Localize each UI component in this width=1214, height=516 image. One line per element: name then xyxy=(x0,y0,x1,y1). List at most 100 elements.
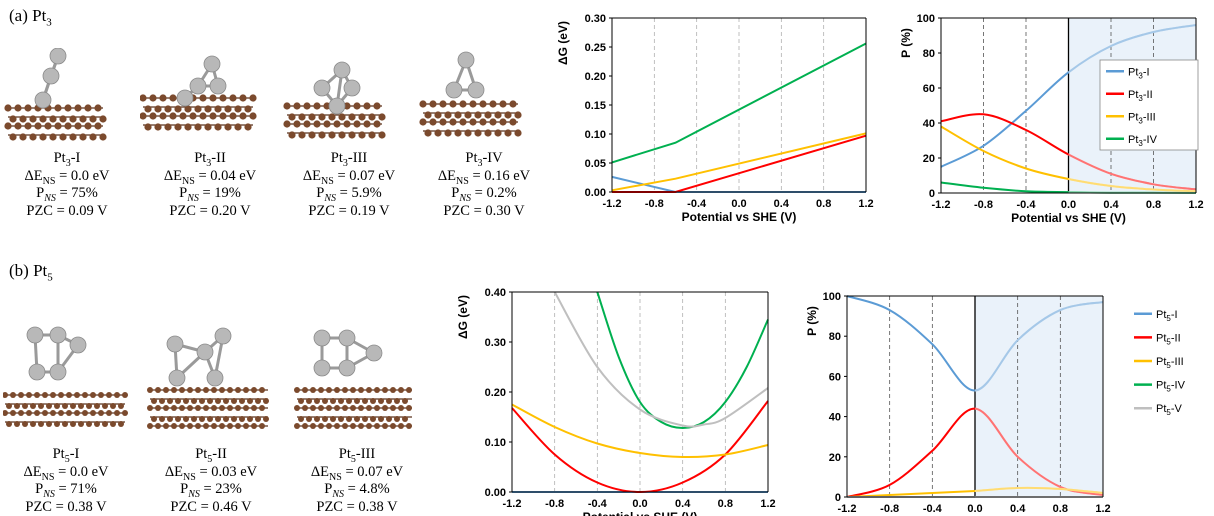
substrate-atom xyxy=(293,102,301,110)
substrate-atom xyxy=(18,392,24,398)
substrate-atom xyxy=(6,403,12,409)
substrate-atom xyxy=(14,104,22,112)
substrate-atom xyxy=(263,416,269,422)
substrate-atom xyxy=(294,405,300,411)
substrate-atom xyxy=(298,398,304,404)
substrate-atom xyxy=(140,94,147,102)
substrate-atom xyxy=(370,398,376,404)
substrate-atom xyxy=(29,115,37,123)
substrate-atom xyxy=(354,416,360,422)
x-tick-label: -0.4 xyxy=(687,198,707,210)
panel-a-label: (a) Pt3 xyxy=(9,6,52,29)
substrate-atom xyxy=(303,120,311,128)
substrate-atom xyxy=(322,416,328,422)
substrate-atom xyxy=(164,105,172,113)
substrate-atom xyxy=(169,112,177,120)
substrate-atom xyxy=(175,416,181,422)
substrate-atom xyxy=(255,398,261,404)
pt-atom xyxy=(196,343,214,361)
substrate-atom xyxy=(373,120,381,128)
x-tick-label: -1.2 xyxy=(503,498,522,510)
substrate-atom xyxy=(147,423,153,429)
substrate-atom xyxy=(314,416,320,422)
substrate-atom xyxy=(259,387,265,393)
substrate-atom xyxy=(231,398,237,404)
substrate-atom xyxy=(227,423,233,429)
y-tick-label: 0.40 xyxy=(485,287,506,299)
substrate-atom xyxy=(159,112,167,120)
legend-label: Pt3-I xyxy=(1128,66,1150,80)
structure-caption: Pt3-III ΔENS = 0.07 eV PNS = 5.9% PZC = … xyxy=(302,150,396,219)
substrate-atom xyxy=(338,131,346,139)
substrate-atom xyxy=(394,398,400,404)
substrate-atom xyxy=(374,405,380,411)
substrate-atom xyxy=(70,421,76,427)
substrate-atom xyxy=(370,416,376,422)
substrate-atom xyxy=(144,123,152,131)
substrate-atom xyxy=(306,416,312,422)
x-tick-label: 0.4 xyxy=(774,198,790,210)
x-tick-label: 0.0 xyxy=(967,503,982,515)
substrate-atom xyxy=(247,416,253,422)
substrate-atom xyxy=(211,387,217,393)
pt-atom xyxy=(365,344,383,362)
substrate-atom xyxy=(454,111,462,119)
substrate-atom xyxy=(18,410,24,416)
substrate-atom xyxy=(283,102,291,110)
series-fade xyxy=(975,407,1104,497)
substrate-atom xyxy=(429,118,437,126)
substrate-atom xyxy=(310,423,316,429)
series-line xyxy=(940,125,1197,193)
substrate-atom xyxy=(449,118,457,126)
substrate-atom xyxy=(434,111,442,119)
substrate-atom xyxy=(368,113,376,121)
pt-atom xyxy=(457,51,475,69)
x-tick-label: 0.4 xyxy=(1010,503,1026,515)
substrate-atom xyxy=(22,421,28,427)
substrate-atom xyxy=(402,416,408,422)
x-tick-label: -1.2 xyxy=(603,198,622,210)
substrate-atom xyxy=(163,423,169,429)
substrate-atom xyxy=(382,387,388,393)
substrate-atom xyxy=(509,118,517,126)
pt-atom xyxy=(206,369,224,387)
substrate-atom xyxy=(174,105,182,113)
substrate-atom xyxy=(249,112,257,120)
y-tick-label: 0.30 xyxy=(485,337,506,349)
substrate-atom xyxy=(499,118,507,126)
substrate-atom xyxy=(374,387,380,393)
series-line xyxy=(846,407,1104,498)
structure-caption: Pt5-III ΔENS = 0.07 eV PNS = 4.8% PZC = … xyxy=(310,446,404,515)
y-tick-label: 0.20 xyxy=(585,71,606,83)
substrate-atom xyxy=(64,122,72,130)
substrate-atom xyxy=(155,423,161,429)
substrate-atom xyxy=(3,392,8,398)
substrate-atom xyxy=(78,403,84,409)
y-tick-label: 20 xyxy=(829,452,841,464)
structure-image xyxy=(140,55,257,131)
substrate-atom xyxy=(159,398,165,404)
substrate-atom xyxy=(419,100,427,108)
substrate-atom xyxy=(474,129,482,137)
substrate-atom xyxy=(338,113,346,121)
y-axis-label: ΔG (eV) xyxy=(456,295,470,339)
substrate-atom xyxy=(334,423,340,429)
substrate-atom xyxy=(390,387,396,393)
substrate-atom xyxy=(99,115,107,123)
substrate-atom xyxy=(94,403,100,409)
y-tick-label: 40 xyxy=(923,118,935,130)
substrate-atom xyxy=(509,100,517,108)
substrate-atom xyxy=(434,129,442,137)
substrate-atom xyxy=(362,398,368,404)
substrate-atom xyxy=(74,122,82,130)
substrate-atom xyxy=(84,122,92,130)
series-fade xyxy=(975,300,1104,392)
pt-atom xyxy=(34,91,52,109)
structure-caption: Pt3-I ΔENS = 0.0 eV PNS = 75% PZC = 0.09… xyxy=(24,150,110,219)
substrate-atom xyxy=(378,416,384,422)
substrate-atom xyxy=(167,416,173,422)
substrate-atom xyxy=(283,120,291,128)
series-line xyxy=(940,113,1197,191)
y-tick-label: 40 xyxy=(829,412,841,424)
substrate-atom xyxy=(227,405,233,411)
